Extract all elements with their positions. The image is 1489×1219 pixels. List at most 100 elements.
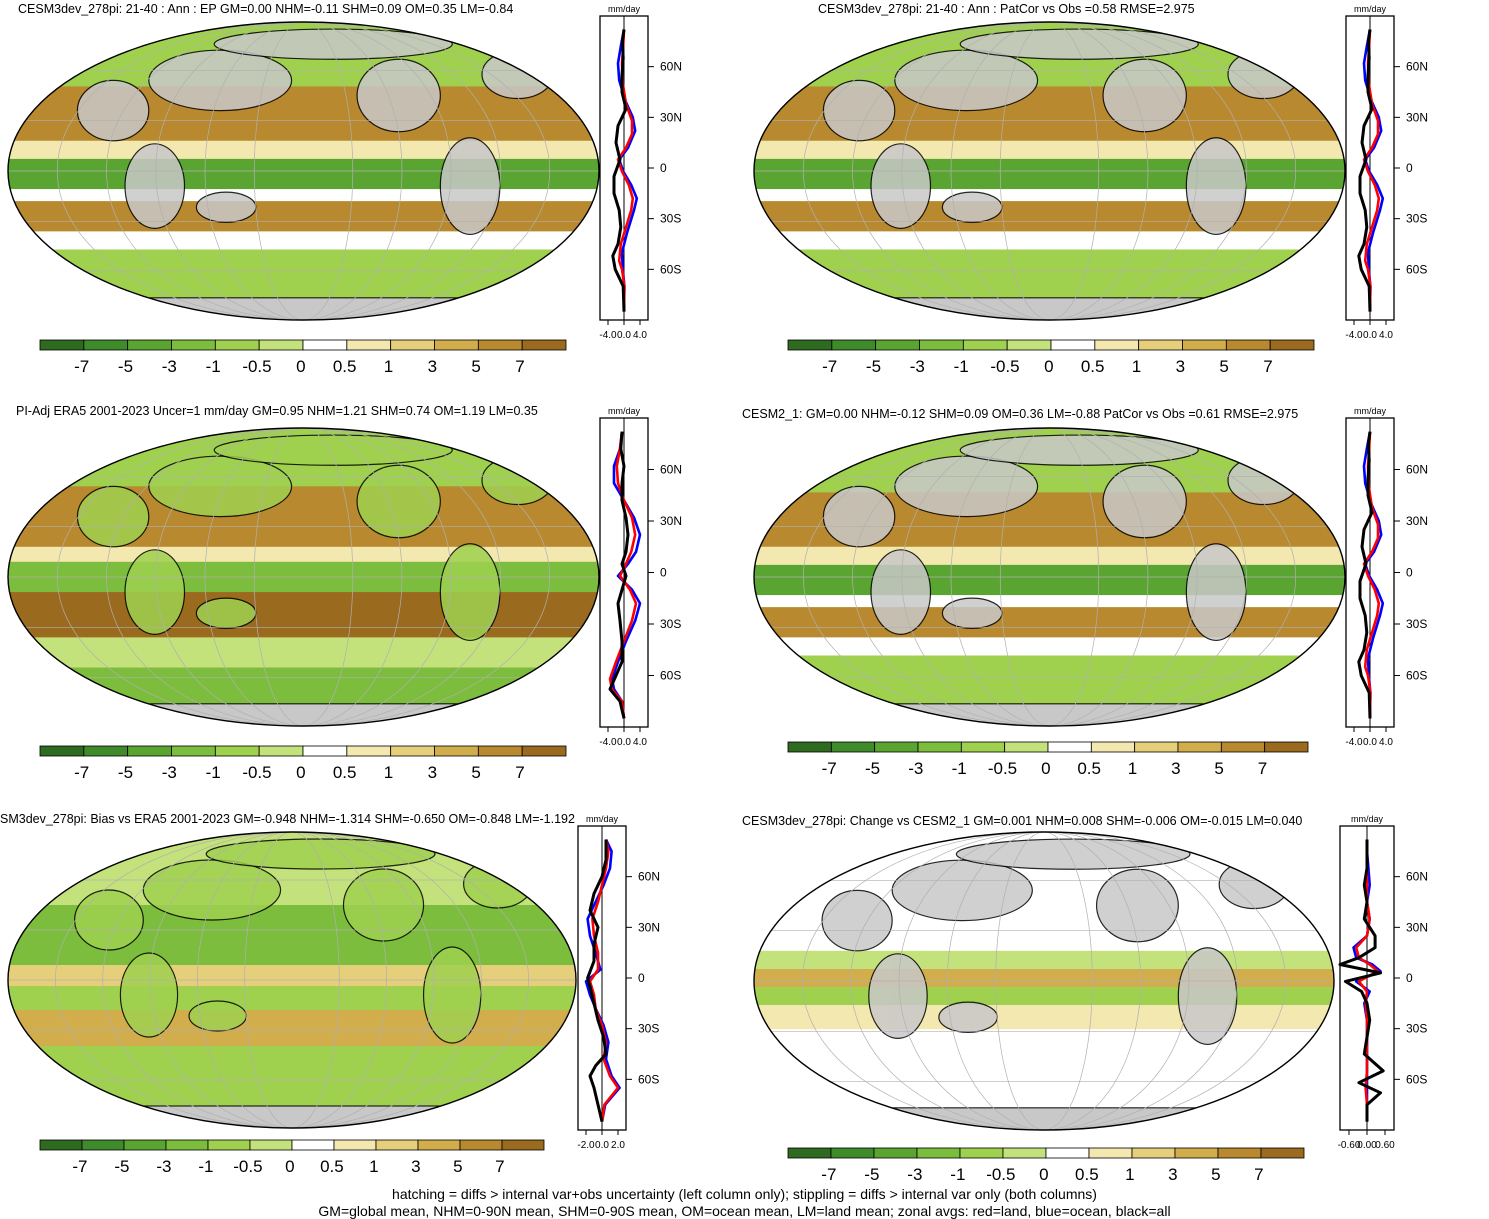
x-tick-label: -4.0: [599, 737, 617, 748]
lat-tick-label: 0: [1406, 161, 1413, 175]
colorbar-swatch: [831, 339, 877, 351]
colorbar-swatch: [1094, 339, 1140, 351]
zonal-line-all: [1357, 29, 1374, 312]
colorbar-label: 1: [1128, 759, 1137, 778]
global-map-panel-3: [7, 427, 600, 727]
colorbar-label: 1: [384, 357, 393, 376]
colorbar-label: 0.5: [1081, 357, 1105, 376]
colorbar-label: 0: [296, 763, 305, 782]
zonal-unit-label: mm/day: [586, 814, 619, 824]
colorbar-swatch: [1225, 339, 1271, 351]
colorbar-label: -3: [162, 357, 177, 376]
zonal-mean-plot-1: mm/day 60N 30N 0 30S 60S -4.0 0.0 4.0: [599, 4, 682, 341]
colorbar-panel-5: -7 -5 -3 -1 -0.5 0 0.5 1 3 5 7: [39, 1139, 545, 1176]
colorbar-swatch: [1217, 1147, 1262, 1159]
lat-tick-label: 30S: [660, 212, 681, 226]
panel-title-4: CESM2_1: GM=0.00 NHM=-0.12 SHM=0.09 OM=0…: [742, 407, 1299, 421]
colorbar-swatch: [962, 339, 1008, 351]
zonal-unit-label: mm/day: [608, 406, 641, 416]
colorbar-label: -1: [206, 763, 221, 782]
colorbar-swatch: [1050, 339, 1096, 351]
colorbar-swatch: [1134, 741, 1179, 753]
colorbar-swatch: [207, 1139, 251, 1151]
zonal-line-all: [611, 29, 628, 312]
colorbar-swatch: [1182, 339, 1227, 351]
panel-title-3: PI-Adj ERA5 2001-2023 Uncer=1 mm/day GM=…: [16, 404, 538, 418]
colorbar-label: -5: [865, 759, 880, 778]
zonal-unit-label: mm/day: [1354, 406, 1387, 416]
colorbar-label: 3: [1176, 357, 1185, 376]
colorbar-label: -5: [114, 1157, 129, 1176]
colorbar-swatch: [1177, 741, 1222, 753]
colorbar-swatch: [1138, 339, 1183, 351]
colorbar-label: -0.5: [242, 357, 271, 376]
lat-tick-label: 30S: [1406, 617, 1427, 631]
colorbar-swatch: [127, 745, 172, 757]
colorbar-swatch: [873, 1147, 918, 1159]
colorbar-label: 5: [1219, 357, 1228, 376]
zonal-mean-plot-5: mm/day 60N 30N 0 30S 60S -2.0 0.0 2.0: [577, 814, 660, 1151]
colorbar-label: -5: [866, 357, 881, 376]
lat-tick-label: 60N: [660, 463, 682, 477]
colorbar-label: 3: [1168, 1165, 1177, 1184]
colorbar-swatch: [917, 741, 962, 753]
colorbar-label: -5: [118, 763, 133, 782]
colorbar-swatch: [214, 745, 260, 757]
colorbar-swatch: [830, 1147, 875, 1159]
colorbar-swatch: [1006, 339, 1052, 351]
lat-tick-label: 0: [660, 566, 667, 580]
colorbar-swatch: [291, 1139, 335, 1151]
x-tick-label: -4.0: [599, 330, 617, 341]
colorbar-swatch: [258, 339, 304, 351]
colorbar-panel-1: -7 -5 -3 -1 -0.5 0 0.5 1 3 5 7: [39, 339, 567, 376]
colorbar-swatch: [874, 741, 919, 753]
zonal-line-all: [608, 431, 630, 719]
colorbar-swatch: [417, 1139, 461, 1151]
colorbar-label: 7: [515, 763, 524, 782]
colorbar-swatch: [960, 741, 1006, 753]
colorbar-label: 1: [384, 763, 393, 782]
zonal-line-all: [1338, 839, 1385, 1122]
colorbar-swatch: [1264, 741, 1309, 753]
colorbar-label: -1: [206, 357, 221, 376]
colorbar-label: 5: [471, 357, 480, 376]
colorbar-label: -7: [822, 759, 837, 778]
colorbar-label: 3: [1171, 759, 1180, 778]
colorbar-swatch: [916, 1147, 961, 1159]
lat-tick-label: 0: [660, 161, 667, 175]
colorbar-swatch: [787, 1147, 832, 1159]
colorbar-swatch: [39, 1139, 83, 1151]
colorbar-swatch: [171, 745, 216, 757]
colorbar-swatch: [171, 339, 216, 351]
colorbar-label: -7: [822, 357, 837, 376]
x-tick-label: 4.0: [633, 737, 647, 748]
colorbar-swatch: [165, 1139, 209, 1151]
colorbar-label: -7: [74, 763, 89, 782]
colorbar-swatch: [1004, 741, 1049, 753]
colorbar-label: -0.5: [233, 1157, 262, 1176]
lat-tick-label: 30N: [1406, 110, 1428, 124]
panel-title-2: CESM3dev_278pi: 21-40 : Ann : PatCor vs …: [818, 2, 1195, 16]
colorbar-label: -0.5: [990, 357, 1019, 376]
lat-tick-label: 30N: [638, 920, 660, 934]
footnote-line-2: GM=global mean, NHM=0-90N mean, SHM=0-90…: [318, 1203, 1171, 1219]
colorbar-label: -7: [821, 1165, 836, 1184]
colorbar-swatch: [83, 339, 129, 351]
colorbar-swatch: [434, 745, 479, 757]
x-tick-label: 0.0: [595, 1140, 609, 1151]
colorbar-label: -0.5: [988, 759, 1017, 778]
colorbar-label: 3: [411, 1157, 420, 1176]
colorbar-label: 7: [1263, 357, 1272, 376]
panel-title-5: SM3dev_278pi: Bias vs ERA5 2001-2023 GM=…: [0, 812, 575, 826]
colorbar-label: 5: [1214, 759, 1223, 778]
footnote-line-1: hatching = diffs > internal var+obs unce…: [392, 1186, 1097, 1202]
colorbar-label: -1: [952, 759, 967, 778]
zonal-line-all: [1357, 431, 1374, 719]
lat-tick-label: 0: [1406, 971, 1413, 985]
colorbar-swatch: [123, 1139, 167, 1151]
x-tick-label: 0.0: [1363, 330, 1377, 341]
colorbar-swatch: [1269, 339, 1315, 351]
colorbar-swatch: [919, 339, 964, 351]
colorbar-label: 0: [1041, 759, 1050, 778]
colorbar-swatch: [375, 1139, 419, 1151]
